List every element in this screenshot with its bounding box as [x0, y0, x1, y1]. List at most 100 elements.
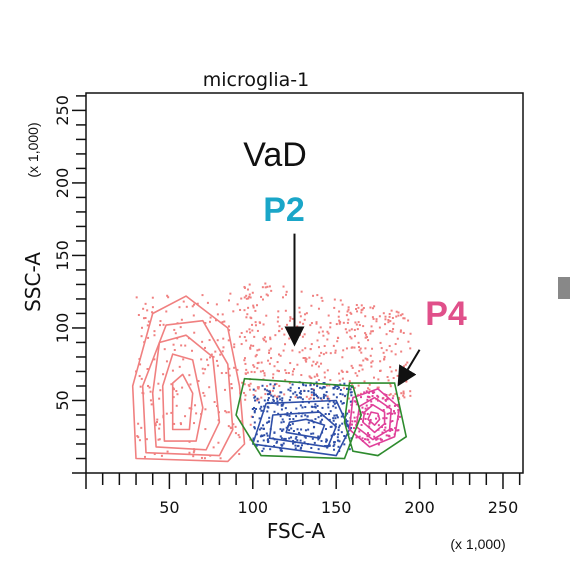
event-dot — [309, 396, 312, 399]
event-dot — [146, 324, 149, 327]
event-dot — [180, 344, 183, 347]
event-dot — [246, 371, 249, 374]
event-dot — [366, 336, 369, 339]
event-dot-p2 — [303, 435, 306, 438]
event-dot — [402, 390, 405, 393]
event-dot-p2 — [255, 407, 258, 410]
event-dot — [234, 432, 237, 435]
event-dot — [141, 326, 144, 329]
event-dot — [146, 368, 149, 371]
event-dot — [208, 339, 211, 342]
event-dot — [358, 370, 361, 373]
event-dot-p4 — [375, 417, 378, 420]
event-dot — [204, 408, 207, 411]
event-dot-p4 — [372, 391, 375, 394]
event-dot — [385, 349, 388, 352]
event-dot — [245, 297, 248, 300]
event-dot-p4 — [383, 429, 386, 432]
event-dot — [319, 326, 322, 329]
event-dot — [277, 316, 280, 319]
event-dot-p2 — [328, 444, 331, 447]
event-dot — [256, 399, 259, 402]
event-dot-p2 — [340, 431, 343, 434]
event-dot — [143, 455, 146, 458]
event-dot-p2 — [290, 411, 293, 414]
event-dot-p2 — [295, 415, 298, 418]
event-dot — [371, 360, 374, 363]
event-dot-p2 — [288, 429, 291, 432]
contour-line — [268, 411, 337, 448]
event-dot-p2 — [291, 422, 294, 425]
event-dot — [387, 379, 390, 382]
event-dot — [136, 435, 139, 438]
event-dot — [310, 322, 313, 325]
event-dot — [249, 331, 252, 334]
event-dot-p2 — [336, 387, 339, 390]
event-dot — [334, 349, 337, 352]
event-dot — [249, 344, 252, 347]
event-dot — [191, 305, 194, 308]
event-dot-p4 — [355, 403, 358, 406]
event-dot — [354, 372, 357, 375]
event-dot — [268, 362, 271, 365]
x-tick-label: 250 — [488, 498, 519, 517]
event-dot-p2 — [326, 444, 329, 447]
event-dot — [317, 379, 320, 382]
y-tick-label: 100 — [53, 313, 72, 344]
event-dot — [289, 362, 292, 365]
event-dot-p2 — [329, 410, 332, 413]
event-dot-p2 — [337, 429, 340, 432]
event-dot — [256, 329, 259, 332]
event-dot-p4 — [352, 411, 355, 414]
contour-line — [367, 411, 381, 426]
event-dot — [257, 398, 260, 401]
event-dot — [360, 351, 363, 354]
event-dot — [248, 328, 251, 331]
event-dot-p2 — [289, 396, 292, 399]
y-axis-label: SSC-A — [21, 252, 45, 312]
event-dot-p2 — [346, 420, 349, 423]
event-dot — [289, 316, 292, 319]
event-dot — [353, 335, 356, 338]
event-dot — [272, 373, 275, 376]
event-dot — [275, 383, 278, 386]
event-dot-p4 — [370, 400, 373, 403]
event-dot — [378, 315, 381, 318]
event-dot — [269, 389, 272, 392]
event-dot-p2 — [336, 436, 339, 439]
event-dot — [294, 395, 297, 398]
event-dot — [326, 338, 329, 341]
event-dot — [355, 323, 358, 326]
event-dot — [170, 411, 173, 414]
event-dot-p2 — [296, 428, 299, 431]
event-dot-p2 — [320, 414, 323, 417]
event-dot — [165, 310, 168, 313]
event-dot — [364, 315, 367, 318]
event-dot — [248, 293, 251, 296]
event-dot — [266, 294, 269, 297]
event-dot — [305, 360, 308, 363]
event-dot — [350, 346, 353, 349]
event-dot-p2 — [301, 406, 304, 409]
event-dot — [227, 299, 230, 302]
event-dot — [200, 456, 203, 459]
event-dot — [366, 358, 369, 361]
event-dot — [268, 349, 271, 352]
event-dot — [285, 371, 288, 374]
event-dot-p2 — [328, 413, 331, 416]
event-dot-p4 — [366, 438, 369, 441]
event-dot — [299, 321, 302, 324]
event-dot — [390, 370, 393, 373]
event-dot-p2 — [304, 406, 307, 409]
event-dot-p4 — [361, 437, 364, 440]
event-dot — [321, 330, 324, 333]
event-dot-p2 — [284, 407, 287, 410]
event-dot-p2 — [262, 439, 265, 442]
event-dot — [338, 321, 341, 324]
event-dot — [248, 385, 251, 388]
event-dot-p2 — [315, 381, 318, 384]
event-dot — [314, 363, 317, 366]
event-dot — [244, 398, 247, 401]
event-dot — [397, 396, 400, 399]
event-dot — [263, 372, 266, 375]
